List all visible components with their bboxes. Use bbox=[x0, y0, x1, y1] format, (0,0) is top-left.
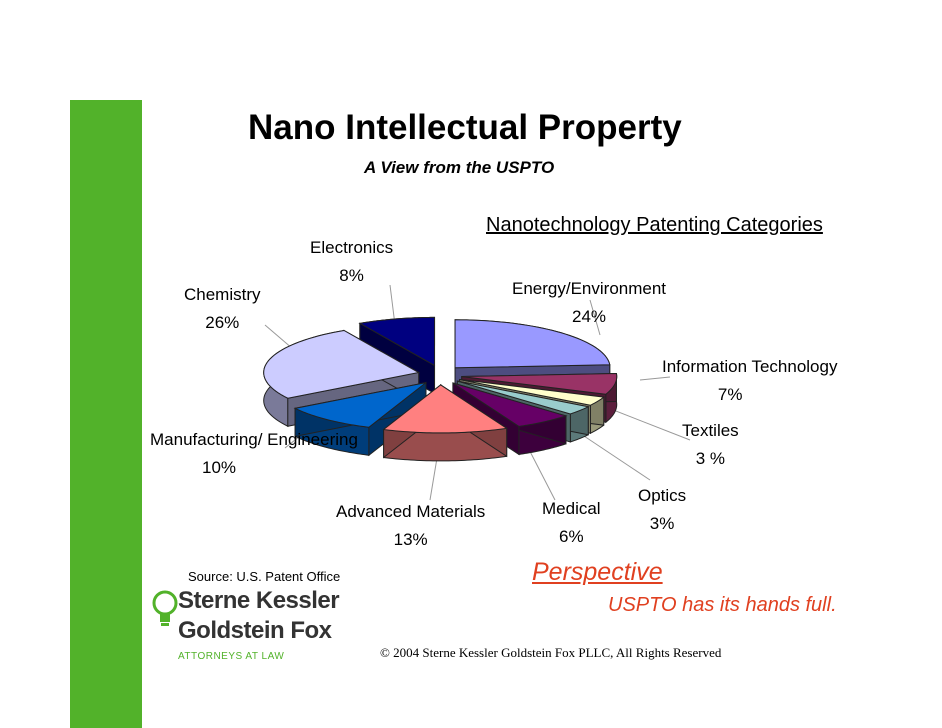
label-textiles: Textiles 3 % bbox=[682, 421, 739, 469]
label-information-technology: Information Technology 7% bbox=[662, 357, 838, 405]
copyright: © 2004 Sterne Kessler Goldstein Fox PLLC… bbox=[380, 645, 722, 660]
slide-subtitle: A View from the USPTO bbox=[364, 158, 555, 177]
perspective-heading: Perspective bbox=[532, 558, 663, 586]
label-advanced-materials: Advanced Materials 13% bbox=[336, 502, 486, 550]
label-medical: Medical 6% bbox=[542, 499, 601, 547]
logo-line-1: Sterne Kessler bbox=[178, 587, 340, 614]
leader-line bbox=[589, 299, 601, 336]
label-energy: Energy/Environment 24% bbox=[512, 279, 667, 327]
pie-slice bbox=[382, 383, 509, 462]
label-optics: Optics 3% bbox=[638, 486, 687, 534]
slide-title: Nano Intellectual Property bbox=[248, 108, 682, 147]
leader-line bbox=[639, 376, 671, 381]
chart-title: Nanotechnology Patenting Categories bbox=[486, 214, 823, 236]
perspective-tagline: USPTO has its hands full. bbox=[608, 594, 837, 616]
label-manufacturing: Manufacturing/ Engineering 10% bbox=[150, 430, 358, 478]
label-electronics: Electronics 8% bbox=[310, 238, 394, 286]
accent-bar bbox=[70, 100, 142, 728]
firm-logo: Sterne Kessler Goldstein Fox ATTORNEYS A… bbox=[150, 585, 340, 675]
lightbulb-icon bbox=[152, 590, 178, 626]
logo-line-2: Goldstein Fox bbox=[178, 617, 332, 644]
logo-line-3: ATTORNEYS AT LAW bbox=[178, 651, 285, 662]
label-chemistry: Chemistry 26% bbox=[184, 285, 261, 333]
leader-line bbox=[389, 284, 396, 326]
source-note: Source: U.S. Patent Office bbox=[188, 569, 341, 584]
